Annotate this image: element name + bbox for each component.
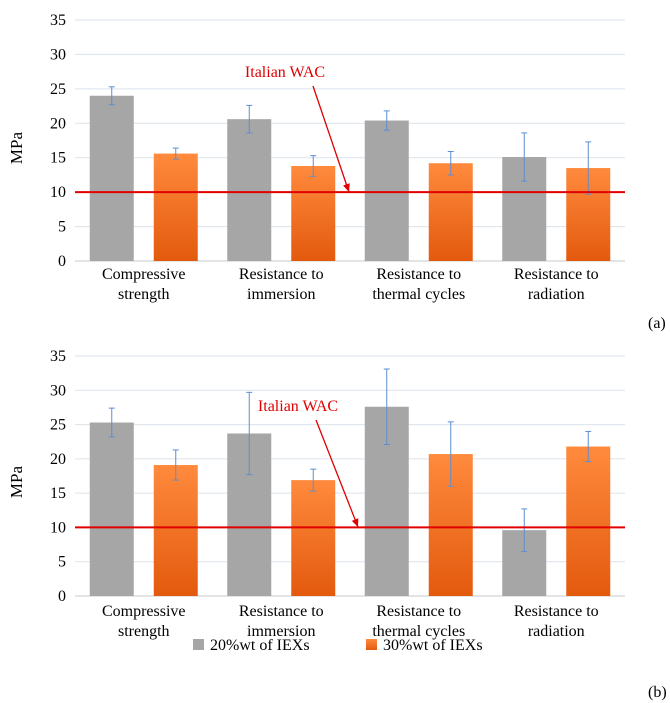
y-tick-label: 5 [58,219,66,236]
y-axis-label: MPa [7,465,26,498]
y-tick-label: 10 [50,184,66,201]
legend-label: 20%wt of IEXs [210,637,310,654]
y-tick-label: 0 [58,588,66,605]
y-tick-label: 20 [50,115,66,132]
x-category-label-line: radiation [528,286,585,303]
x-category-label: Resistance to radiation [514,266,599,303]
y-tick-label: 15 [50,485,66,502]
chart-panel-a: 0 5 10 15 20 25 30 35 MPa Compressive strength Resi… [7,12,666,332]
x-category-label-line: Resistance to [514,603,599,620]
y-tick-label: 30 [50,46,66,63]
bar-20wt [89,422,134,596]
x-category-label: Resistance to radiation [514,603,599,640]
reference-arrow [315,419,359,528]
bar-20wt [364,120,409,261]
x-category-label: Resistance to thermal cycles [372,266,465,303]
legend-swatch [193,639,204,650]
x-category-label: Compressive strength [102,603,186,640]
x-category-label-line: strength [118,286,170,303]
x-category-label-line: Resistance to [376,603,461,620]
y-tick-label: 5 [58,554,66,571]
x-category-label-line: radiation [528,623,585,640]
bar-30wt [291,480,336,596]
y-tick-label: 0 [58,253,66,270]
y-tick-label: 20 [50,451,66,468]
bar-30wt [428,163,473,261]
x-category-label: Compressive strength [102,266,186,303]
x-category-label-line: Resistance to [239,266,324,283]
legend-swatch [366,639,377,650]
y-tick-label: 35 [50,348,66,365]
y-tick-label: 25 [50,417,66,434]
legend: 20%wt of IEXs 30%wt of IEXs [193,637,483,654]
y-axis-label: MPa [7,131,26,164]
x-category-label: Resistance to immersion [239,266,324,303]
x-category-label-line: immersion [247,286,315,303]
x-category-label: Resistance to immersion [239,603,324,640]
bar-20wt [227,119,272,261]
y-tick-label: 10 [50,519,66,536]
bar-30wt [566,446,611,596]
reference-arrow [312,85,350,193]
x-category-label-line: strength [118,623,170,640]
y-tick-label: 35 [50,12,66,29]
y-tick-label: 15 [50,150,66,167]
reference-arrow-head [343,183,350,192]
y-tick-label: 25 [50,81,66,98]
legend-label: 30%wt of IEXs [383,637,483,654]
bar-30wt [153,153,198,261]
x-category-label-line: Compressive [102,603,186,620]
x-category-label-line: Resistance to [239,603,324,620]
x-category-label-line: immersion [247,623,315,640]
reference-arrow-head [351,518,359,527]
x-category-label: Resistance to thermal cycles [372,603,465,640]
x-category-label-line: thermal cycles [372,286,465,303]
panel-label: (a) [648,315,666,332]
bar-20wt [89,95,134,261]
y-tick-label: 30 [50,382,66,399]
reference-line-label: Italian WAC [245,64,325,81]
bar-30wt [153,465,198,596]
x-category-label-line: thermal cycles [372,623,465,640]
x-category-label-line: Compressive [102,266,186,283]
bar-30wt [291,165,336,261]
panel-label: (b) [648,684,667,701]
chart-panel-b: 0 5 10 15 20 25 30 35 MPa Compressive strength Resi… [7,348,667,701]
reference-line-label: Italian WAC [258,398,338,415]
x-category-label-line: Resistance to [376,266,461,283]
x-category-label-line: Resistance to [514,266,599,283]
